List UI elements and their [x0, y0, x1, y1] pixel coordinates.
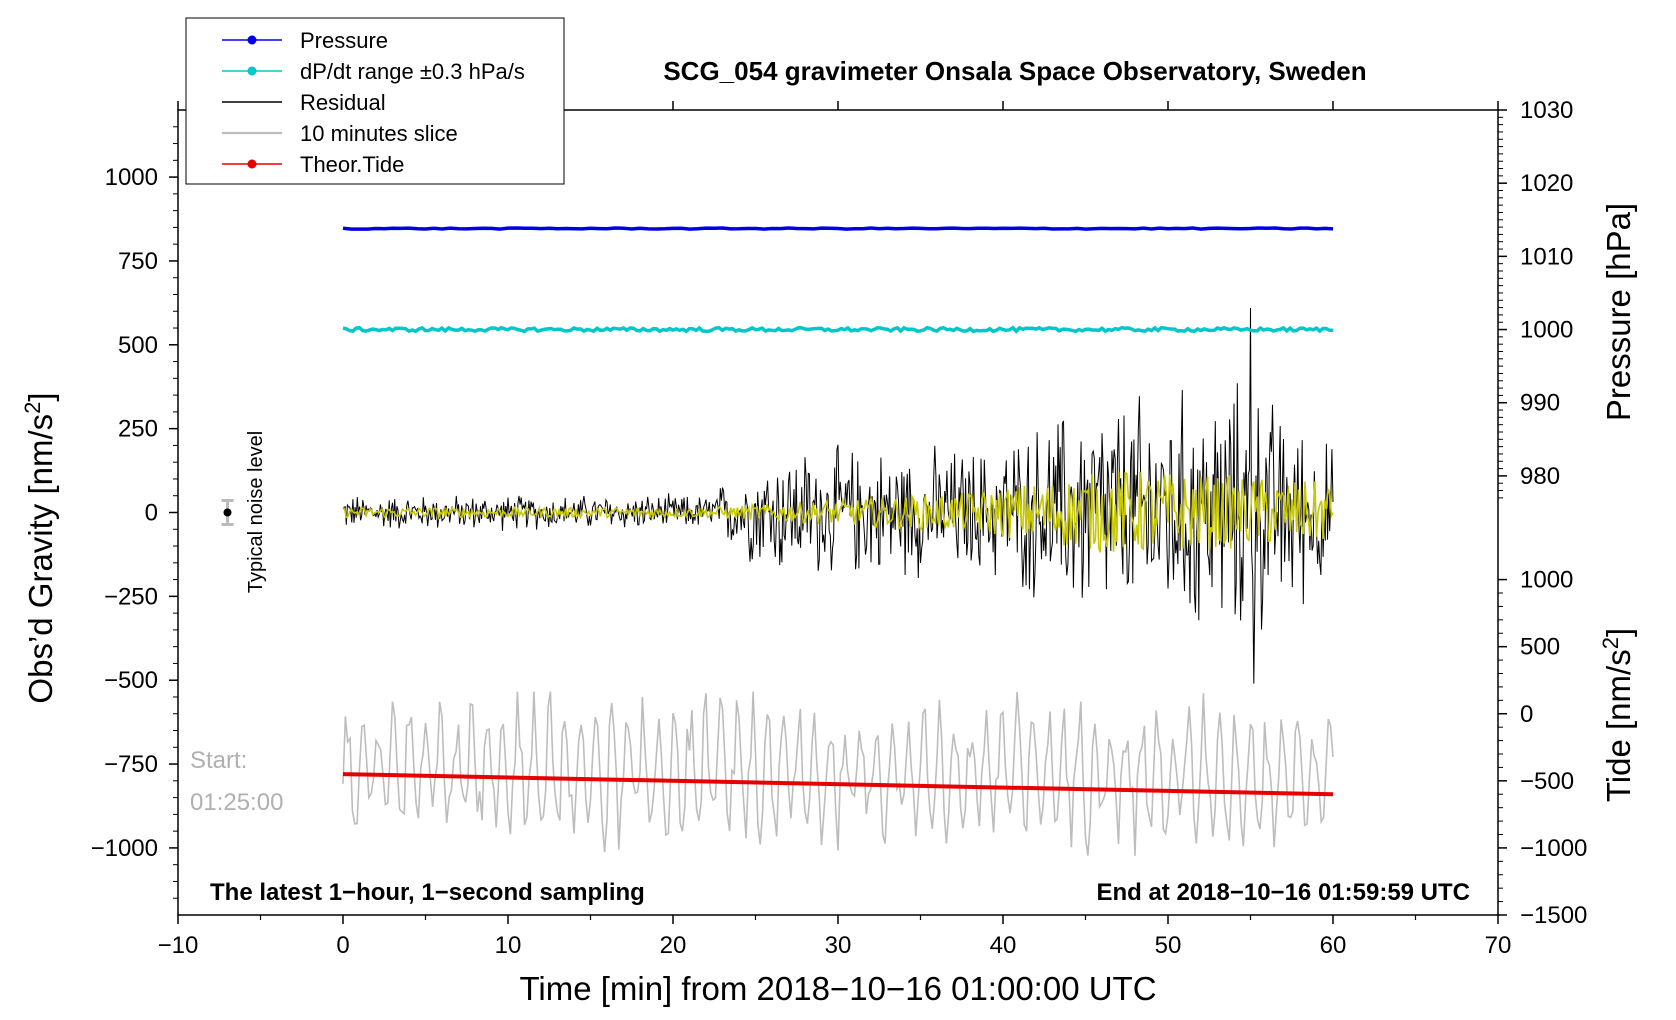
- pressure-tick-label: 990: [1520, 390, 1560, 417]
- tide-tick-label: −1000: [1520, 835, 1587, 862]
- tide-tick-label: −500: [1520, 768, 1574, 795]
- pressure-tick-label: 980: [1520, 463, 1560, 490]
- x-tick-label: 70: [1485, 932, 1512, 959]
- x-tick-label: 20: [660, 932, 687, 959]
- x-tick-label: 10: [495, 932, 522, 959]
- pressure-tick-label: 1030: [1520, 97, 1573, 124]
- left-tick-label: −500: [104, 667, 158, 694]
- x-tick-label: 0: [336, 932, 349, 959]
- legend-marker: [247, 66, 257, 76]
- x-tick-label: 40: [990, 932, 1017, 959]
- y-tide-sup: 2: [1598, 637, 1623, 649]
- pressure-series: [342, 226, 1334, 231]
- legend-box: [185, 17, 565, 185]
- left-tick-label: 1000: [105, 164, 158, 191]
- y-tide-end: ]: [1600, 628, 1637, 637]
- left-tick-label: 250: [118, 416, 158, 443]
- bottom-left-note: The latest 1−hour, 1−second sampling: [210, 879, 645, 906]
- y-tide-main: Tide [nm/s: [1600, 649, 1637, 802]
- dpdt-series: [342, 325, 1334, 334]
- left-tick-label: −750: [104, 751, 158, 778]
- chart-title: SCG_054 gravimeter Onsala Space Observat…: [663, 56, 1366, 86]
- tide-tick-label: 0: [1520, 701, 1533, 728]
- legend-label: 10 minutes slice: [300, 121, 458, 146]
- left-tick-label: −250: [104, 583, 158, 610]
- noise-level-label: Typical noise level: [245, 431, 267, 593]
- tide-tick-label: 1000: [1520, 567, 1573, 594]
- pressure-tick-label: 1020: [1520, 170, 1573, 197]
- tide-tick-label: 500: [1520, 634, 1560, 661]
- legend-label: Pressure: [300, 28, 388, 53]
- residual-smoothed-series: [342, 471, 1334, 553]
- axis-ticks: −10 0 10 20 30 40 50 60 7010007505002500−250−500…: [91, 97, 1588, 959]
- left-tick-label: 500: [118, 332, 158, 359]
- x-axis-label: Time [min] from 2018−10−16 01:00:00 UTC: [519, 970, 1156, 1007]
- tide-series: [342, 772, 1334, 797]
- start-label-line2: 01:25:00: [190, 789, 283, 816]
- y-axis-label-tide: Tide [nm/s2]: [1598, 628, 1637, 802]
- legend-marker: [247, 159, 257, 169]
- noise-point: [223, 508, 232, 517]
- x-tick-label: −10: [158, 932, 199, 959]
- x-tick-label: 30: [825, 932, 852, 959]
- legend-label: dP/dt range ±0.3 hPa/s: [300, 59, 525, 84]
- residual-series: [342, 307, 1334, 684]
- left-tick-label: 750: [118, 248, 158, 275]
- legend-label: Residual: [300, 90, 386, 115]
- pressure-tick-label: 1010: [1520, 243, 1573, 270]
- tide-tick-label: −1500: [1520, 902, 1587, 929]
- legend: Pressure dP/dt range ±0.3 hPa/s Residual 10…: [185, 17, 565, 185]
- left-tick-label: −1000: [91, 835, 158, 862]
- legend-marker: [247, 35, 257, 45]
- y-left-main: Obs’d Gravity [nm/s: [22, 414, 59, 704]
- y-left-sup: 2: [20, 402, 45, 414]
- y-axis-label-pressure: Pressure [hPa]: [1600, 203, 1637, 421]
- slice-series: [342, 691, 1334, 856]
- series-layer: [342, 226, 1334, 856]
- left-tick-label: 0: [145, 500, 158, 527]
- x-tick-label: 60: [1320, 932, 1347, 959]
- bottom-right-note: End at 2018−10−16 01:59:59 UTC: [1096, 879, 1470, 906]
- legend-label: Theor.Tide: [300, 152, 404, 177]
- y-axis-label-left: Obs’d Gravity [nm/s2]: [20, 392, 59, 703]
- y-left-end: ]: [22, 392, 59, 401]
- pressure-tick-label: 1000: [1520, 317, 1573, 344]
- x-tick-label: 50: [1155, 932, 1182, 959]
- noise-level-marker: [221, 499, 234, 526]
- start-label-line1: Start:: [190, 747, 247, 774]
